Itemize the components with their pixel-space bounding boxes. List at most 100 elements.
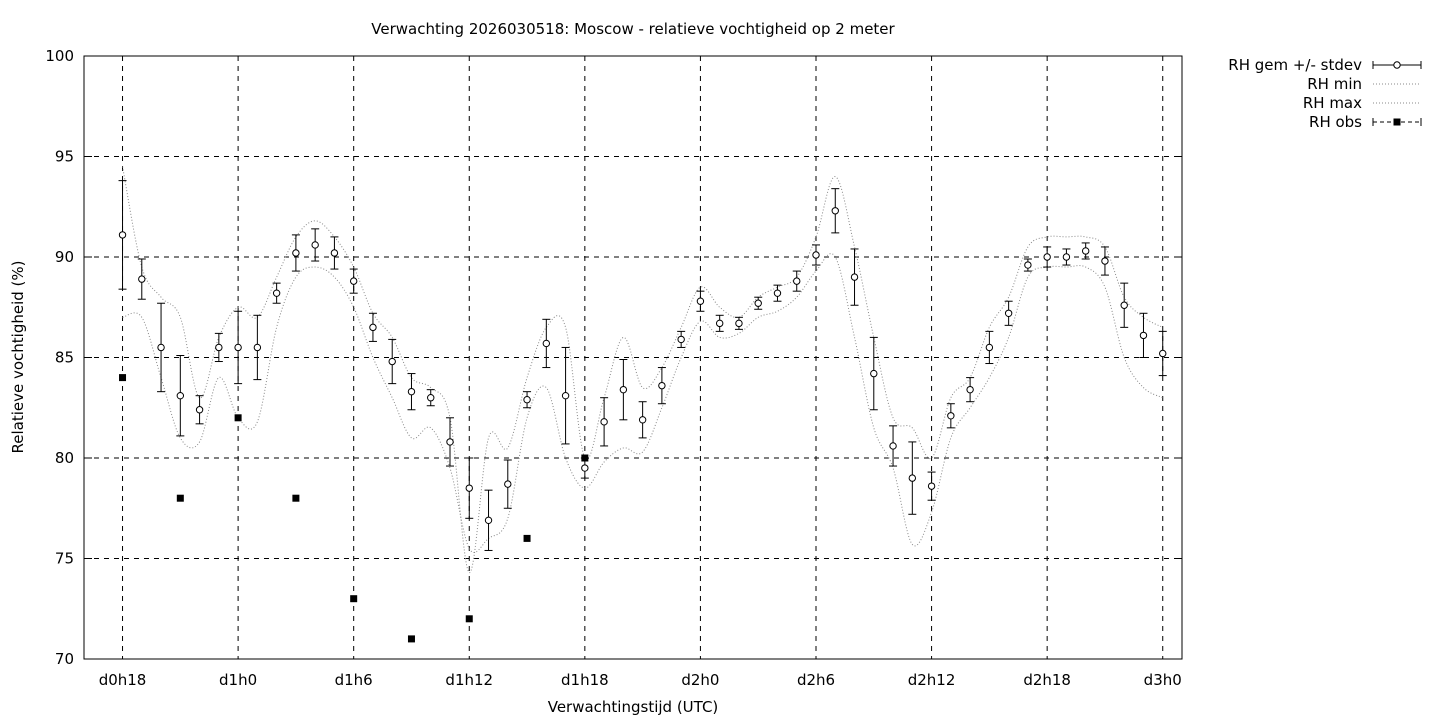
obs-point: [350, 595, 358, 603]
mean-point: [1139, 331, 1148, 340]
series-max-line: [122, 166, 1163, 574]
x-tick-label: d1h12: [445, 671, 493, 689]
mean-point: [1062, 253, 1071, 261]
y-tick-labels: 70 75 80 85 90 95 100: [45, 47, 74, 668]
mean-point: [600, 418, 608, 426]
mean-point: [696, 297, 705, 305]
legend-label: RH min: [1307, 75, 1362, 93]
mean-point: [1024, 261, 1032, 269]
mean-point: [388, 357, 396, 366]
y-tick-label: 85: [55, 349, 74, 367]
y-tick-label: 75: [55, 550, 74, 568]
mean-point: [889, 442, 897, 450]
obs-point: [407, 635, 415, 643]
legend-marker: [1393, 61, 1401, 69]
mean-point: [195, 406, 204, 414]
x-tick-label: d2h0: [681, 671, 719, 689]
legend-label: RH max: [1303, 94, 1362, 112]
mean-point: [1159, 349, 1167, 358]
mean-point: [1004, 309, 1013, 317]
mean-point: [253, 343, 262, 352]
mean-point: [908, 474, 917, 482]
mean-point: [157, 343, 165, 352]
x-tick-label: d3h0: [1144, 671, 1182, 689]
mean-point: [735, 319, 743, 328]
y-tick-label: 70: [55, 650, 74, 668]
mean-point: [427, 394, 435, 402]
mean-point: [465, 484, 473, 492]
series-min-line: [122, 253, 1163, 554]
mean-point: [407, 387, 416, 396]
legend-marker: [1393, 118, 1401, 126]
obs-point: [523, 534, 531, 542]
mean-point: [523, 396, 531, 404]
x-tick-label: d2h12: [908, 671, 956, 689]
mean-point: [176, 391, 185, 400]
mean-point: [349, 277, 358, 285]
y-axis-label: Relatieve vochtigheid (%): [9, 260, 27, 453]
x-tick-label: d1h0: [219, 671, 257, 689]
mean-point: [330, 249, 339, 257]
mean-point: [947, 412, 955, 420]
mean-point: [966, 385, 974, 394]
y-tick-label: 80: [55, 449, 74, 467]
x-tick-labels: d0h18 d1h0 d1h6 d1h12 d1h18 d2h0 d2h6 d2h12 d2h1…: [99, 671, 1182, 689]
mean-point: [138, 275, 146, 283]
obs-point: [581, 454, 589, 462]
mean-point: [311, 241, 319, 249]
mean-point: [118, 231, 127, 239]
obs-point: [465, 615, 473, 623]
mean-point: [773, 289, 782, 297]
mean-point: [754, 299, 762, 307]
x-tick-label: d2h6: [797, 671, 835, 689]
mean-point: [677, 335, 685, 344]
mean-point: [542, 339, 551, 348]
obs-point: [176, 494, 184, 502]
mean-point: [561, 391, 570, 400]
mean-point: [1081, 247, 1090, 255]
y-tick-label: 95: [55, 148, 74, 166]
mean-point: [870, 369, 878, 378]
x-tick-label: d0h18: [99, 671, 147, 689]
plot-frame: [83, 55, 1183, 660]
obs-point: [234, 414, 242, 422]
mean-point: [581, 464, 589, 472]
x-axis-label: Verwachtingstijd (UTC): [548, 698, 719, 716]
mean-point: [927, 482, 936, 490]
legend-label: RH gem +/- stdev: [1228, 56, 1362, 74]
series-errorbars: [118, 180, 1167, 551]
legend-label: RH obs: [1309, 113, 1362, 131]
mean-point: [484, 516, 493, 525]
mean-point: [831, 207, 839, 215]
mean-point: [272, 289, 281, 297]
mean-point: [812, 251, 820, 259]
rh-max-line: [122, 166, 1163, 574]
series-obs-points: [119, 374, 589, 643]
mean-point: [793, 277, 801, 285]
mean-point: [292, 249, 300, 257]
obs-point: [292, 494, 300, 502]
y-tick-label: 90: [55, 248, 74, 266]
x-tick-label: d1h6: [335, 671, 373, 689]
x-tick-label: d2h18: [1023, 671, 1071, 689]
mean-point: [1101, 257, 1109, 265]
mean-point: [504, 480, 512, 488]
rh-min-line: [122, 253, 1163, 554]
mean-point: [850, 273, 859, 281]
mean-point: [446, 438, 454, 446]
obs-point: [119, 374, 127, 382]
mean-point: [234, 343, 242, 352]
mean-point: [985, 343, 994, 352]
x-tick-label: d1h18: [561, 671, 609, 689]
mean-point: [1120, 301, 1128, 309]
grid-lines: [84, 55, 1182, 660]
mean-point: [715, 319, 724, 328]
chart-title: Verwachting 2026030518: Moscow - relatie…: [371, 20, 895, 38]
mean-point: [658, 381, 666, 390]
mean-point: [369, 323, 377, 332]
mean-point: [1043, 253, 1051, 261]
y-tick-label: 100: [45, 47, 74, 65]
mean-point: [638, 416, 647, 424]
